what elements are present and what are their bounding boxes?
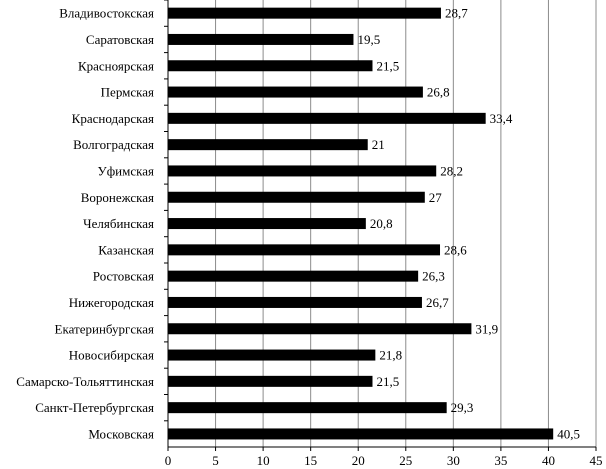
data-label: 26,3 [422, 269, 445, 284]
bar [168, 375, 373, 387]
x-tick-label: 20 [352, 453, 365, 468]
axes [164, 0, 597, 451]
x-tick-label: 45 [590, 453, 603, 468]
x-tick-label: 35 [494, 453, 507, 468]
category-label: Самарско-Тольяттинская [16, 374, 154, 389]
bar [168, 139, 368, 151]
data-label: 21,5 [376, 374, 399, 389]
category-label: Челябинская [83, 216, 154, 231]
data-label: 21 [372, 137, 385, 152]
bar [168, 428, 554, 440]
gridlines [215, 0, 597, 447]
category-label: Московская [88, 426, 154, 441]
category-labels: Владивостокская Саратовская Красноярская Пе… [16, 6, 154, 442]
category-label: Красноярская [78, 58, 154, 73]
x-tick-label: 10 [257, 453, 270, 468]
bar [168, 296, 422, 308]
data-label: 26,7 [426, 295, 449, 310]
category-label: Пермская [101, 85, 154, 100]
category-label: Новосибирская [69, 348, 154, 363]
x-tick-label: 25 [399, 453, 412, 468]
bar [168, 7, 441, 19]
bar [168, 270, 419, 282]
category-label: Уфимская [98, 163, 154, 178]
category-label: Санкт-Петербургская [35, 400, 154, 415]
data-label: 33,4 [490, 111, 513, 126]
data-label: 21,8 [379, 348, 402, 363]
bar [168, 191, 425, 203]
category-label: Екатеринбургская [55, 321, 154, 336]
bars [168, 7, 554, 440]
bar [168, 402, 447, 414]
data-label: 20,8 [370, 216, 393, 231]
category-label: Владивостокская [59, 6, 154, 21]
category-label: Краснодарская [72, 111, 154, 126]
bar [168, 86, 423, 98]
bar [168, 33, 354, 45]
category-label: Нижегородская [69, 295, 154, 310]
bar [168, 112, 486, 124]
bar [168, 165, 437, 177]
data-label: 19,5 [357, 32, 380, 47]
category-label: Казанская [98, 242, 154, 257]
data-label: 27 [429, 190, 443, 205]
bar [168, 323, 472, 335]
x-tick-label: 30 [447, 453, 460, 468]
data-label: 26,8 [427, 85, 450, 100]
data-label: 28,7 [445, 6, 468, 21]
bar [168, 218, 366, 230]
data-label: 40,5 [557, 426, 580, 441]
data-label: 28,6 [444, 242, 467, 257]
data-label: 28,2 [440, 163, 463, 178]
bar [168, 60, 373, 72]
category-label: Саратовская [86, 32, 154, 47]
x-tick-label: 15 [304, 453, 317, 468]
category-label: Ростовская [93, 269, 154, 284]
data-labels: 28,7 19,5 21,5 26,8 33,4 21 28,2 27 20,8 28,6 26,3… [357, 6, 579, 442]
x-tick-label: 40 [542, 453, 555, 468]
data-label: 31,9 [475, 321, 498, 336]
bar [168, 244, 441, 256]
x-tick-label: 5 [212, 453, 219, 468]
category-label: Волгоградская [73, 137, 154, 152]
x-tick-labels: 0 5 10 15 20 25 30 35 40 45 [165, 453, 603, 468]
x-tick-label: 0 [165, 453, 172, 468]
category-label: Воронежская [81, 190, 154, 205]
data-label: 21,5 [376, 58, 399, 73]
bar [168, 349, 376, 361]
data-label: 29,3 [451, 400, 474, 415]
